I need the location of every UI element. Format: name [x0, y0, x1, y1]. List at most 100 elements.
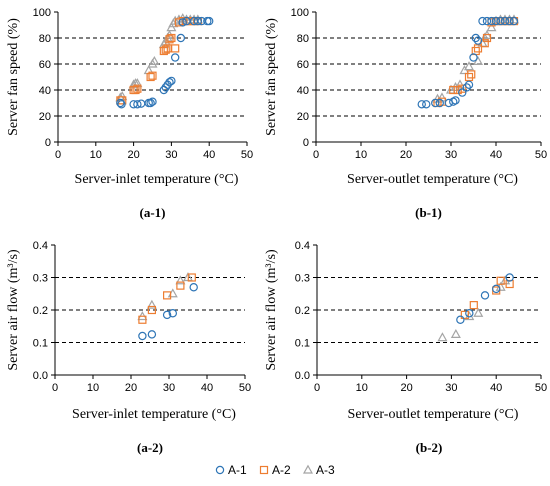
data-point: [118, 96, 127, 105]
y-tick-label: 20: [297, 111, 309, 123]
series-A-1: [456, 273, 514, 324]
data-point: [464, 80, 474, 90]
x-tick-label: 40: [490, 149, 502, 161]
y-tick-label: 0.2: [33, 305, 48, 317]
x-tick-label: 50: [535, 149, 547, 161]
legend-marker-A-3: [302, 464, 314, 474]
data-point: [138, 331, 147, 341]
legend-label: A-2: [272, 463, 291, 477]
data-point: [469, 53, 478, 62]
x-tick-label: 20: [400, 382, 412, 394]
y-tick-label: 80: [39, 33, 51, 45]
y-tick-label: 0.2: [295, 305, 310, 317]
y-tick-label: 0.3: [33, 273, 48, 285]
data-point: [492, 284, 501, 294]
data-point: [165, 35, 174, 44]
data-point: [146, 299, 157, 309]
data-point: [148, 97, 157, 106]
data-point: [458, 84, 467, 93]
y-axis-title: Server fan speed (%): [264, 18, 279, 136]
data-point: [444, 98, 453, 108]
data-point: [473, 307, 484, 317]
panel-caption: (b-1): [415, 205, 442, 220]
x-tick-label: 20: [127, 149, 139, 161]
data-point: [170, 53, 180, 62]
data-point: [480, 291, 490, 300]
x-axis-title: Server-inlet temperature (°C): [75, 172, 239, 187]
data-point: [469, 301, 478, 310]
legend-label: A-1: [228, 463, 247, 477]
x-tick-label: 20: [125, 382, 137, 394]
series-A-2: [116, 17, 202, 105]
y-tick-label: 100: [33, 7, 51, 19]
x-tick-label: 10: [355, 149, 367, 161]
series-A-1: [116, 16, 214, 109]
panel-caption: (b-2): [416, 440, 443, 455]
y-tick-label: 60: [39, 59, 51, 71]
y-tick-label: 0.3: [295, 273, 310, 285]
data-point: [482, 16, 492, 26]
x-tick-label: 10: [87, 382, 99, 394]
data-point: [167, 288, 178, 298]
y-tick-label: 20: [39, 111, 51, 123]
data-point: [473, 36, 483, 45]
x-tick-label: 20: [400, 149, 412, 161]
data-point: [496, 276, 505, 285]
y-tick-label: 0: [45, 137, 51, 149]
panel-caption: (a-1): [140, 205, 166, 220]
data-point: [449, 85, 458, 95]
data-point: [436, 92, 448, 102]
data-point: [163, 291, 172, 300]
data-point: [116, 98, 125, 108]
y-tick-label: 100: [291, 7, 309, 19]
legend-label: A-3: [316, 463, 335, 477]
x-tick-label: 30: [163, 382, 175, 394]
data-point: [148, 71, 157, 80]
series-A-1: [138, 283, 198, 341]
data-point: [471, 33, 480, 43]
chart-b-2: 0 10 20 30 40 50 0.0 0.1 0.2 0.3 0.4 Server-outlet …: [264, 240, 547, 455]
y-tick-label: 80: [297, 33, 309, 45]
y-axis-title: Server fan speed (%): [6, 18, 21, 136]
x-axis-title: Server-inlet temperature (°C): [72, 407, 236, 422]
data-point: [500, 16, 510, 26]
data-point: [450, 328, 461, 338]
data-point: [462, 83, 471, 92]
y-tick-label: 0.4: [33, 240, 48, 252]
data-point: [456, 315, 465, 324]
chart-b-1: 0 10 20 30 40 50 0 20 40 60 80 100 Server-outlet tem…: [264, 7, 547, 220]
y-tick-label: 0.1: [295, 338, 310, 350]
data-point: [138, 315, 147, 324]
x-tick-label: 10: [90, 149, 102, 161]
data-point: [133, 84, 142, 93]
data-point: [467, 70, 476, 79]
data-point: [508, 14, 520, 24]
x-axis-title: Server-outlet temperature (°C): [348, 407, 519, 422]
data-point: [204, 16, 214, 26]
data-point: [133, 100, 142, 109]
data-point: [422, 100, 431, 109]
data-point: [454, 79, 466, 89]
series-A-2: [460, 276, 514, 319]
x-tick-label: 30: [445, 149, 457, 161]
data-point: [464, 72, 474, 82]
x-tick-label: 0: [52, 382, 58, 394]
data-point: [189, 283, 198, 292]
data-point: [478, 16, 487, 26]
data-point: [451, 96, 460, 105]
data-point: [178, 18, 187, 27]
data-point: [187, 273, 196, 282]
data-point: [176, 33, 186, 43]
y-tick-label: 0.0: [33, 370, 48, 382]
data-point: [147, 330, 157, 339]
data-point: [171, 44, 180, 53]
data-point: [175, 275, 186, 285]
data-point: [486, 22, 497, 32]
data-point: [167, 76, 176, 86]
series-A-3: [432, 14, 520, 103]
data-point: [491, 16, 501, 26]
chart-a-1: 0 10 20 30 40 50 0 20 40 60 80 100 Server-inlet temp…: [6, 7, 253, 220]
y-tick-label: 0.4: [295, 240, 310, 252]
x-tick-label: 40: [490, 382, 502, 394]
data-point: [496, 16, 505, 26]
